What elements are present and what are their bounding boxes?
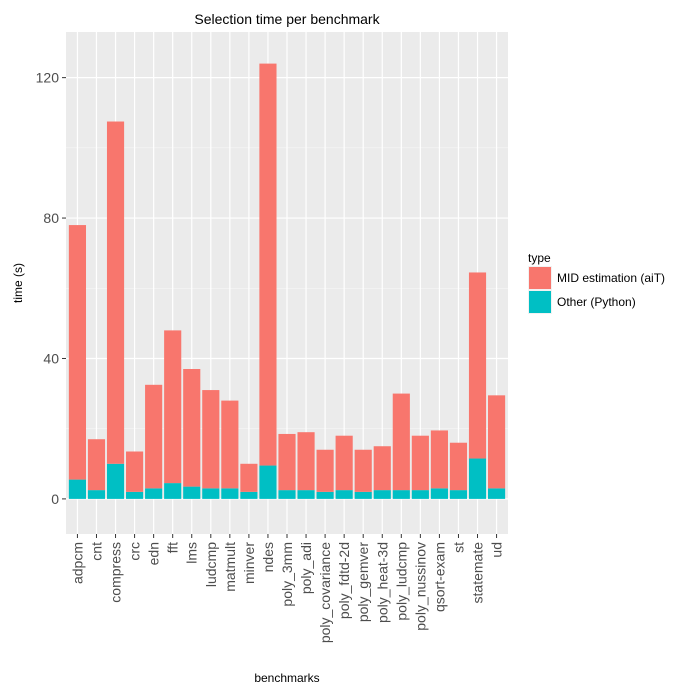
bar-segment — [449, 442, 468, 491]
x-tick-label: cnt — [88, 542, 104, 561]
x-axis-title: benchmarks — [254, 671, 319, 685]
bar-segment — [487, 488, 506, 499]
bar-segment — [297, 490, 315, 499]
bar-segment — [87, 490, 106, 499]
bar-segment — [240, 491, 258, 499]
bar-segment — [202, 390, 220, 489]
bar-segment — [278, 433, 296, 491]
legend-label: Other (Python) — [557, 295, 636, 309]
legend-title: type — [528, 251, 551, 265]
x-tick-label: statemate — [470, 542, 486, 604]
y-tick-label: 0 — [51, 491, 59, 507]
y-axis-title: time (s) — [11, 263, 25, 303]
bar-segment — [221, 488, 239, 499]
x-tick-label: qsort-exam — [431, 542, 447, 612]
bar-segment — [145, 488, 163, 499]
bar-segment — [316, 449, 334, 492]
bar-segment — [87, 439, 106, 491]
x-tick-label: ndes — [260, 542, 276, 572]
bar-segment — [316, 491, 334, 499]
x-tick-label: ud — [489, 542, 505, 558]
x-tick-label: poly_covariance — [317, 542, 333, 643]
legend-swatch — [529, 267, 551, 289]
x-tick-label: ludcmp — [203, 542, 219, 587]
bar-segment — [430, 430, 448, 489]
bar-segment — [373, 446, 391, 491]
y-axis: 0 40 80 120 — [36, 70, 66, 507]
bar-segment — [373, 490, 391, 499]
x-axis: adpcm cnt compress crc edn fft lms ludcmp matmul… — [69, 534, 505, 643]
bar-segment — [259, 465, 277, 499]
x-tick-label: crc — [127, 542, 143, 561]
x-tick-label: poly_fdtd-2d — [336, 542, 352, 619]
bar-segment — [126, 491, 144, 499]
bar-segment — [221, 400, 239, 489]
bar-segment — [468, 272, 487, 459]
bar-segment — [392, 490, 410, 499]
bar-segment — [354, 491, 372, 499]
x-tick-label: minver — [241, 542, 257, 584]
y-tick-label: 40 — [43, 350, 59, 366]
bar-segment — [259, 63, 277, 466]
x-tick-label: adpcm — [69, 542, 85, 584]
y-tick-label: 120 — [36, 70, 60, 86]
bar-segment — [106, 463, 125, 499]
y-tick-label: 80 — [43, 210, 59, 226]
x-tick-label: matmult — [222, 542, 238, 592]
bar-segment — [164, 483, 182, 499]
x-tick-label: st — [450, 542, 466, 553]
bar-segment — [335, 490, 353, 499]
bar-segment — [145, 384, 163, 489]
bars — [68, 63, 506, 499]
bar-segment — [449, 490, 468, 499]
bar-segment — [68, 479, 87, 499]
legend-label: MID estimation (aiT) — [557, 271, 665, 285]
bar-segment — [126, 451, 144, 492]
bar-segment — [240, 463, 258, 492]
x-tick-label: poly_nussinov — [412, 542, 428, 631]
bar-segment — [106, 121, 125, 464]
legend: type MID estimation (aiT) Other (Python) — [528, 251, 665, 314]
x-tick-label: poly_adi — [298, 542, 314, 594]
x-tick-label: fft — [165, 542, 181, 554]
bar-segment — [468, 458, 487, 499]
legend-swatch — [529, 291, 551, 313]
x-tick-label: poly_heat-3d — [374, 542, 390, 623]
x-tick-label: lms — [184, 542, 200, 564]
bar-segment — [335, 435, 353, 491]
chart-title: Selection time per benchmark — [194, 11, 380, 27]
x-tick-label: poly_gemver — [355, 542, 371, 622]
bar-segment — [487, 395, 506, 489]
bar-segment — [68, 225, 87, 480]
bar-segment — [392, 393, 410, 491]
bar-segment — [430, 488, 448, 499]
bar-segment — [278, 490, 296, 499]
x-tick-label: edn — [146, 542, 162, 565]
x-tick-label: poly_ludcmp — [393, 542, 409, 621]
bar-segment — [202, 488, 220, 499]
bar-segment — [164, 330, 182, 484]
bar-segment — [183, 486, 201, 499]
bar-segment — [183, 369, 201, 487]
bar-segment — [411, 490, 429, 499]
bar-segment — [354, 449, 372, 492]
bar-segment — [297, 432, 315, 491]
x-tick-label: poly_3mm — [279, 542, 295, 607]
bar-segment — [411, 435, 429, 491]
x-tick-label: compress — [108, 542, 124, 603]
